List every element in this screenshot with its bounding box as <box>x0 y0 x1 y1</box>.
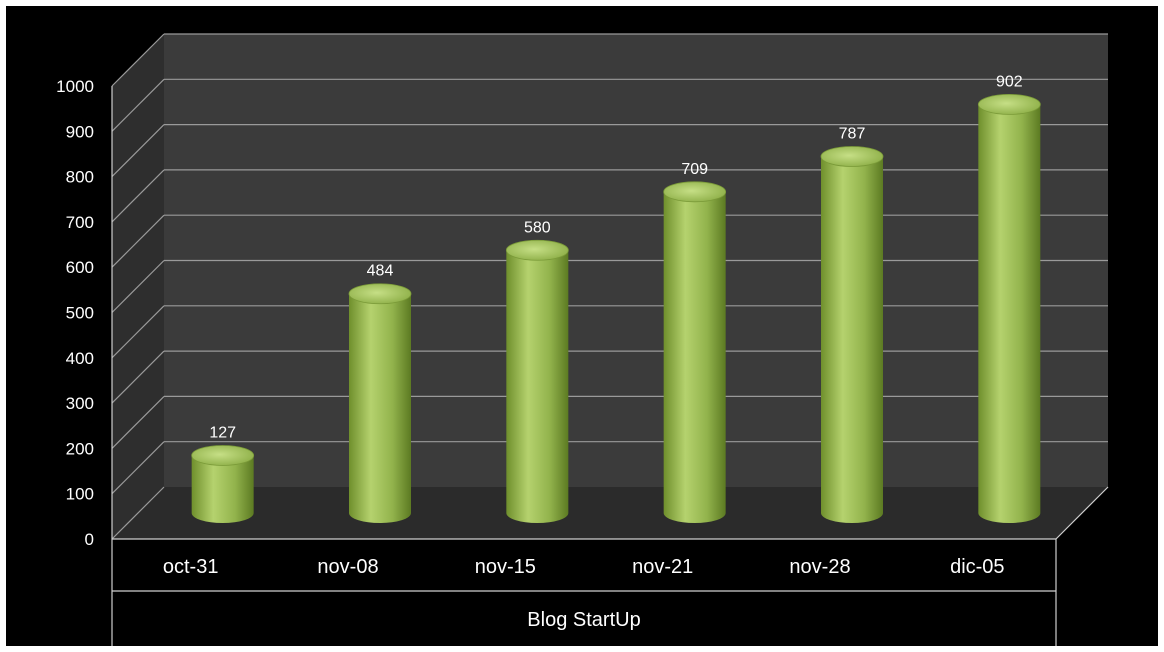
bar-cap <box>977 93 1041 115</box>
bar <box>191 455 254 523</box>
y-tick-label: 900 <box>66 122 94 141</box>
labels: 0 100 200 300 400 500 600 700 800 900 1000 127 oct-3… <box>56 73 1023 631</box>
x-axis-depth <box>1055 486 1109 540</box>
data-label: 709 <box>681 161 708 178</box>
y-tick-label: 800 <box>66 168 94 187</box>
y-tick-label: 500 <box>66 304 94 323</box>
y-tick-label: 1000 <box>56 77 94 96</box>
floor <box>112 487 1108 539</box>
y-tick-label: 700 <box>66 213 94 232</box>
gridline-side <box>111 260 165 313</box>
y-tick-label: 400 <box>66 349 94 368</box>
y-tick-label: 0 <box>85 530 94 549</box>
bar-cap <box>820 146 884 167</box>
x-tick-label: nov-08 <box>317 556 378 578</box>
bar <box>978 104 1041 524</box>
gridline-side <box>111 441 165 495</box>
bar <box>821 156 883 523</box>
bar-cap <box>663 181 727 203</box>
data-label: 902 <box>996 73 1023 90</box>
gridline-side <box>111 78 165 132</box>
bars <box>191 93 1041 524</box>
gridline-side <box>111 305 165 359</box>
data-label: 484 <box>367 263 394 280</box>
x-tick-label: dic-05 <box>950 556 1004 578</box>
gridline-side <box>111 350 165 404</box>
bar-cap <box>191 445 255 466</box>
data-label: 127 <box>209 424 236 441</box>
x-tick-label: nov-21 <box>632 556 693 578</box>
gridline-side <box>111 214 165 268</box>
y-tick-label: 600 <box>66 258 94 277</box>
x-tick-label: oct-31 <box>163 556 219 578</box>
x-axis-title: Blog StartUp <box>527 609 640 631</box>
gridline-side <box>111 33 165 87</box>
gridlines <box>111 33 1108 540</box>
bar <box>349 293 411 523</box>
bar-cap <box>505 239 569 261</box>
gridline-side <box>111 395 165 449</box>
y-tick-label: 300 <box>66 394 94 413</box>
bar <box>506 250 569 523</box>
data-label: 580 <box>524 219 551 236</box>
chart-frame: 0 100 200 300 400 500 600 700 800 900 1000 127 oct-3… <box>6 6 1158 646</box>
x-tick-label: nov-28 <box>789 556 850 578</box>
bar-chart: 0 100 200 300 400 500 600 700 800 900 1000 127 oct-3… <box>56 33 1109 646</box>
bar <box>663 191 726 523</box>
chart-backdrop <box>112 34 1108 539</box>
gridline-side <box>111 169 165 223</box>
data-label: 787 <box>839 125 866 142</box>
gridline-side <box>111 124 165 178</box>
y-tick-label: 200 <box>66 439 94 458</box>
axes <box>111 86 1109 646</box>
x-tick-label: nov-15 <box>475 556 536 578</box>
bar-cap <box>348 283 412 305</box>
y-tick-label: 100 <box>66 485 94 504</box>
gridline-side <box>111 486 165 540</box>
